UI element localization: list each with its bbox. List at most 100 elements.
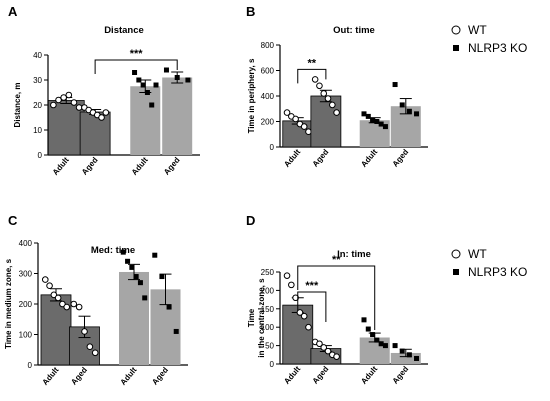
data-point-circle <box>300 312 308 320</box>
significance-label: ** <box>332 254 341 266</box>
chart-title: Med: time <box>91 245 135 256</box>
significance-bracket <box>297 265 376 330</box>
data-point-square <box>370 332 376 338</box>
data-point-square <box>142 295 148 301</box>
panel-C: C Med: time 0 100 200 300 400 Time in medium zo… <box>4 213 188 387</box>
data-point-circle <box>75 104 83 111</box>
data-point-circle <box>333 109 340 116</box>
bar-nlrp3-ko-aged <box>162 77 193 155</box>
y-tick-label: 0 <box>270 360 275 369</box>
x-tick-label: Adult <box>359 364 379 386</box>
data-point-circle <box>59 300 66 308</box>
data-point-square <box>173 328 179 334</box>
data-point-square <box>365 113 371 119</box>
data-point-circle <box>98 114 105 121</box>
data-point-circle <box>81 328 88 335</box>
y-tick-label: 0 <box>28 361 33 370</box>
y-tick-label: 0 <box>38 151 43 160</box>
legend-label: WT <box>468 23 487 37</box>
x-tick-label: Aged <box>311 147 331 168</box>
data-point-circle <box>55 96 62 104</box>
significance-label: *** <box>305 280 319 292</box>
data-point-circle <box>46 282 53 290</box>
data-point-square <box>406 108 412 114</box>
data-point-circle <box>320 344 328 351</box>
y-tick-label: 100 <box>19 331 33 340</box>
data-point-circle <box>316 340 323 348</box>
data-point-square <box>378 121 384 127</box>
data-point-square <box>382 124 388 130</box>
data-point-circle <box>41 276 49 283</box>
data-point-circle <box>333 353 340 360</box>
x-tick-label: Adult <box>282 364 302 386</box>
legend-label: NLRP3 KO <box>468 265 527 279</box>
data-point-circle <box>50 101 57 109</box>
data-point-square <box>414 111 420 117</box>
x-tick-label: Adult <box>119 365 139 387</box>
data-point-square <box>392 82 398 88</box>
data-point-circle <box>70 300 78 308</box>
data-point-circle <box>283 272 291 279</box>
significance-bracket <box>297 291 327 322</box>
y-tick-label: 400 <box>19 239 33 248</box>
data-point-square <box>361 317 367 323</box>
significance-bracket <box>94 59 178 74</box>
data-point-circle <box>316 82 323 90</box>
data-point-square <box>365 326 371 332</box>
data-point-circle <box>283 109 291 116</box>
x-tick-label: Aged <box>162 155 182 176</box>
x-tick-label: Aged <box>80 155 100 176</box>
legend-label: WT <box>468 247 487 261</box>
data-point-square <box>152 252 158 258</box>
x-tick-label: Aged <box>391 364 411 385</box>
x-tick-label: Adult <box>359 147 379 169</box>
panel-label: B <box>246 4 255 19</box>
data-point-square <box>370 117 376 123</box>
data-point-circle <box>102 109 110 116</box>
panel-label: C <box>8 213 18 228</box>
data-point-square <box>129 264 135 270</box>
data-point-square <box>144 90 150 95</box>
x-tick-label: Adult <box>130 155 150 177</box>
data-point-circle <box>75 303 83 311</box>
data-point-square <box>185 77 191 83</box>
data-point-circle <box>320 90 328 97</box>
data-point-circle <box>91 349 99 357</box>
data-point-circle <box>292 294 299 302</box>
y-tick-label: 800 <box>261 41 275 50</box>
panel-B: B Out: time 0 200 400 600 800 Time in periphery… <box>246 4 428 169</box>
panel-label: D <box>246 213 255 228</box>
data-point-square <box>166 304 172 310</box>
data-point-circle <box>292 115 299 123</box>
x-tick-label: Aged <box>150 365 170 386</box>
data-point-square <box>132 70 138 75</box>
y-axis-label: Distance, m <box>13 83 22 128</box>
data-point-circle <box>54 294 62 302</box>
y-axis-label: Time in periphery, s <box>247 58 256 133</box>
chart-title: Distance <box>104 25 144 36</box>
bar-wt-aged <box>79 111 111 156</box>
data-point-circle <box>305 323 312 331</box>
x-tick-label: Aged <box>391 147 411 168</box>
data-point-square <box>133 274 139 280</box>
data-point-square <box>374 337 380 343</box>
y-tick-label: 40 <box>33 51 42 60</box>
y-tick-label: 30 <box>33 76 42 85</box>
legend-marker-circle <box>451 25 461 35</box>
significance-label: *** <box>130 48 144 60</box>
legend-bottom: WT NLRP3 KO <box>451 247 527 279</box>
legend-label: NLRP3 KO <box>468 41 527 55</box>
data-point-circle <box>70 99 78 106</box>
data-point-square <box>163 67 169 73</box>
data-point-square <box>120 249 126 255</box>
data-point-square <box>136 77 142 83</box>
legend-marker-square <box>453 269 459 275</box>
y-tick-label: 250 <box>261 268 275 277</box>
data-point-square <box>382 343 388 349</box>
data-point-square <box>378 341 384 347</box>
data-point-square <box>149 102 155 108</box>
panel-label: A <box>8 4 18 19</box>
data-point-circle <box>329 101 336 109</box>
bar-wt-aged <box>310 95 342 148</box>
data-point-square <box>361 111 367 117</box>
